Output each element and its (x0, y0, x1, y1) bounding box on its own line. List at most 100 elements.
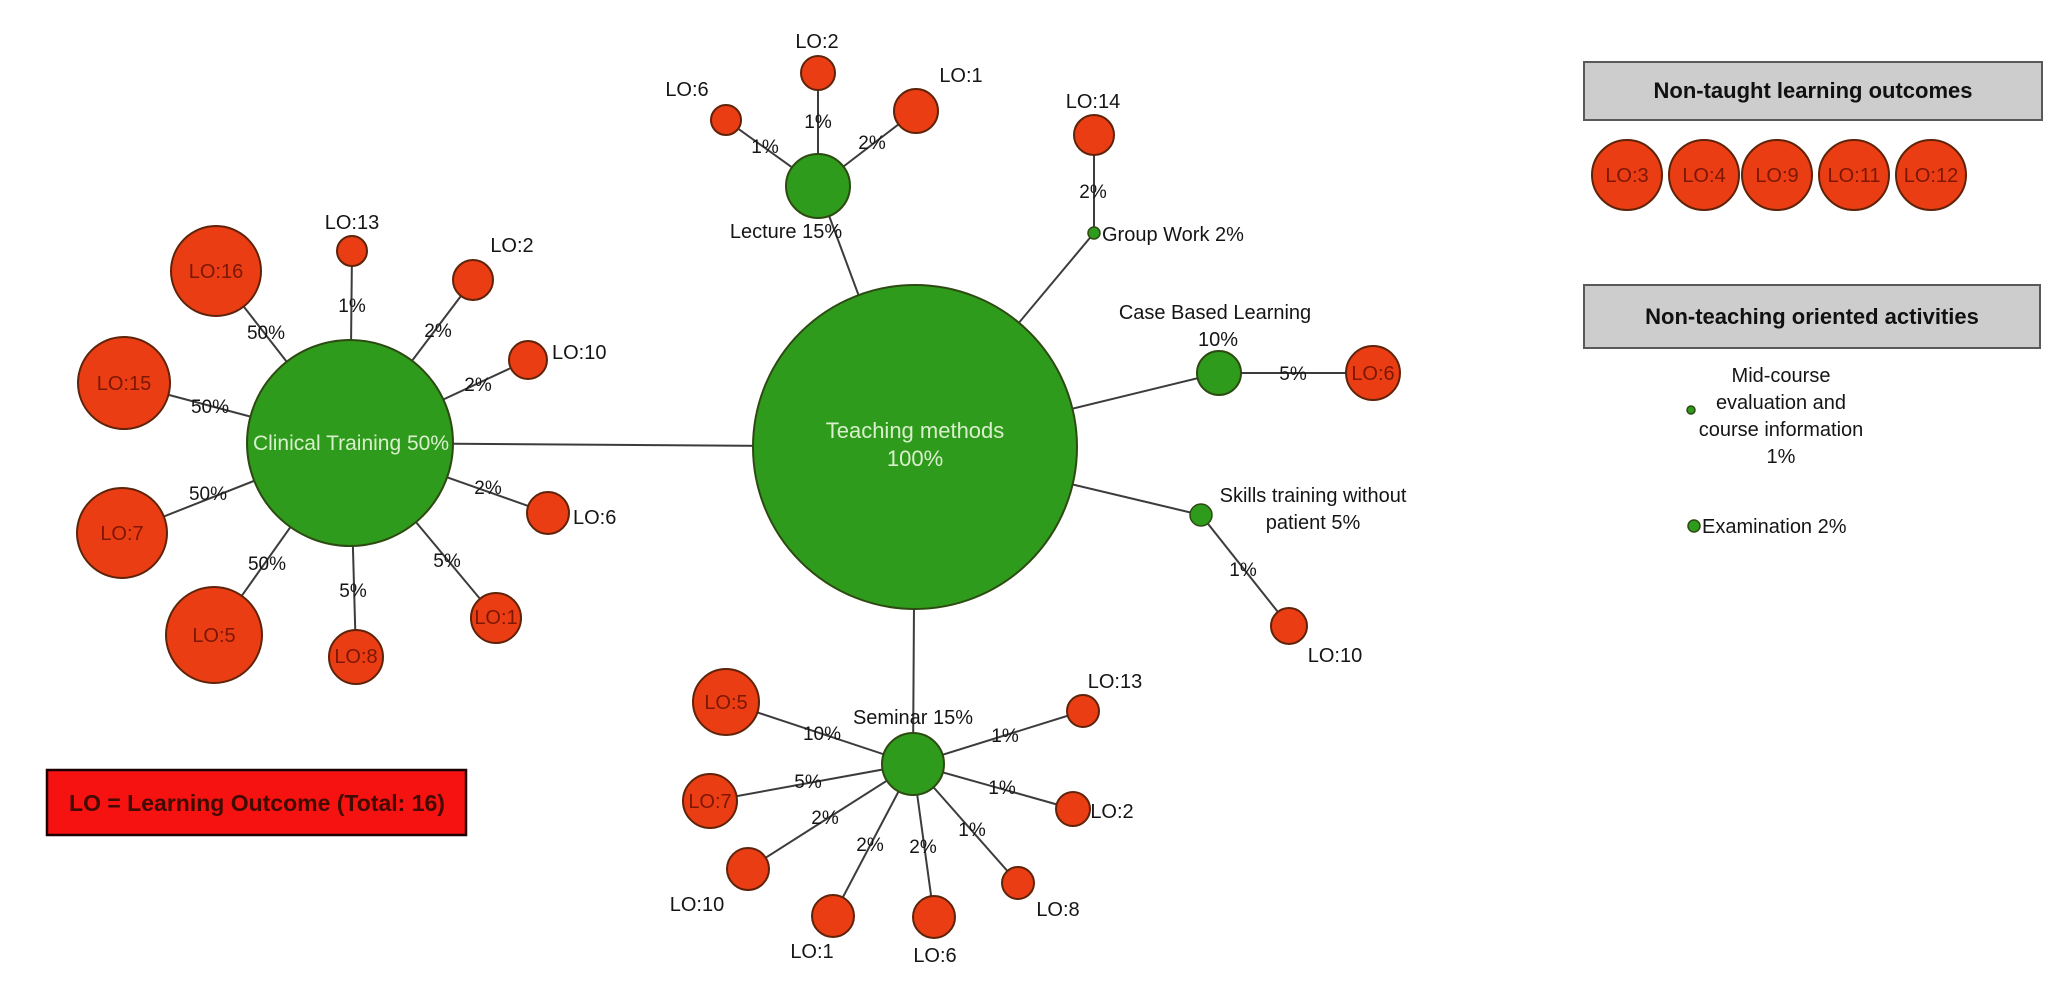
edge-skills-lo10 (1200, 514, 1290, 627)
clinical-training-label: Clinical Training 50% (253, 432, 449, 455)
label-clinical-lo1: LO:1 (474, 607, 517, 629)
node-seminar-lo2 (1055, 791, 1091, 827)
node-clinical-training (246, 339, 454, 547)
non-teaching-header-box (1583, 284, 2041, 349)
label-lecture-lo2: LO:2 (795, 31, 838, 53)
node-labels: Teaching methods 100% Clinical Training … (97, 31, 1958, 967)
node-clinical-lo1 (470, 592, 522, 644)
node-clinical-lo16 (170, 225, 262, 317)
pct-seminar-lo2: 1% (988, 778, 1016, 799)
pct-clinical-lo8: 5% (339, 581, 367, 602)
label-nontaught-lo9: LO:9 (1755, 165, 1798, 187)
label-clinical-lo10: LO:10 (552, 342, 606, 364)
pct-seminar-lo7: 5% (794, 772, 822, 793)
node-clinical-lo5 (165, 586, 263, 684)
case-based-label-line2: 10% (1198, 329, 1238, 351)
label-nontaught-lo4: LO:4 (1682, 165, 1725, 187)
node-seminar-lo1 (811, 894, 855, 938)
legend-label: LO = Learning Outcome (Total: 16) (69, 790, 445, 816)
node-skills-training (1189, 503, 1213, 527)
pct-lecture-lo2: 1% (804, 112, 832, 133)
midcourse-label-line1: Mid-course (1732, 365, 1831, 387)
pct-clinical-lo15: 50% (191, 397, 229, 418)
pct-clinical-lo1: 5% (433, 551, 461, 572)
node-seminar-lo7 (682, 773, 738, 829)
node-seminar-lo8 (1001, 866, 1035, 900)
edge-seminar-lo10 (747, 763, 914, 870)
seminar-label: Seminar 15% (853, 707, 973, 729)
edge-labels: 50% 1% 2% 2% 50% 50% 2% 50% 5% 5% 1% 1% … (189, 112, 1307, 858)
label-clinical-lo7: LO:7 (100, 523, 143, 545)
node-clinical-lo8 (328, 629, 384, 685)
midcourse-label-line4: 1% (1767, 446, 1796, 468)
node-lecture (785, 153, 851, 219)
pct-seminar-lo10: 2% (811, 808, 839, 829)
teaching-methods-label-line1: Teaching methods (826, 418, 1005, 443)
pct-clinical-lo2: 2% (424, 321, 452, 342)
node-midcourse-dot (1686, 405, 1696, 415)
group-work-label: Group Work 2% (1102, 224, 1244, 246)
legend: LO = Learning Outcome (Total: 16) (45, 768, 468, 837)
pct-clinical-lo5: 50% (248, 554, 286, 575)
midcourse-label-line3: course information (1699, 419, 1864, 441)
pct-seminar-lo8: 1% (958, 820, 986, 841)
pct-seminar-lo6: 2% (909, 837, 937, 858)
pct-groupwork-lo14: 2% (1079, 182, 1107, 203)
skills-label-line1: Skills training without (1220, 485, 1407, 507)
node-seminar-lo13 (1066, 694, 1100, 728)
label-clinical-lo16: LO:16 (189, 261, 243, 283)
label-clinical-lo6: LO:6 (573, 507, 616, 529)
pct-casebased-lo6: 5% (1279, 364, 1307, 385)
label-clinical-lo15: LO:15 (97, 373, 151, 395)
lecture-label: Lecture 15% (730, 221, 843, 243)
node-casebased-lo6 (1345, 345, 1401, 401)
label-seminar-lo1: LO:1 (790, 941, 833, 963)
non-teaching-header-label: Non-teaching oriented activities (1645, 304, 1979, 329)
node-nontaught-lo11 (1818, 139, 1890, 211)
node-seminar-lo6 (912, 895, 956, 939)
node-seminar-lo5 (692, 668, 760, 736)
node-nontaught-lo3 (1591, 139, 1663, 211)
pct-lecture-lo1: 2% (858, 133, 886, 154)
label-lecture-lo1: LO:1 (939, 65, 982, 87)
pct-lecture-lo6: 1% (751, 137, 779, 158)
pct-seminar-lo5: 10% (803, 724, 841, 745)
label-casebased-lo6: LO:6 (1351, 363, 1394, 385)
pct-clinical-lo6: 2% (474, 478, 502, 499)
node-clinical-lo7 (76, 487, 168, 579)
pct-seminar-lo13: 1% (991, 726, 1019, 747)
pct-clinical-lo7: 50% (189, 484, 227, 505)
label-clinical-lo5: LO:5 (192, 625, 235, 647)
pct-clinical-lo13: 1% (338, 296, 366, 317)
green-nodes (246, 153, 1701, 796)
label-groupwork-lo14: LO:14 (1066, 91, 1120, 113)
legend-box (45, 768, 468, 837)
pct-clinical-lo10: 2% (464, 375, 492, 396)
node-lecture-lo1 (893, 88, 939, 134)
case-based-label-line1: Case Based Learning (1119, 302, 1311, 324)
non-taught-header-label: Non-taught learning outcomes (1654, 78, 1973, 103)
examination-label: Examination 2% (1702, 516, 1847, 538)
label-clinical-lo8: LO:8 (334, 646, 377, 668)
node-teaching-methods (752, 284, 1078, 610)
label-seminar-lo7: LO:7 (688, 791, 731, 813)
edge-seminar-lo7 (709, 763, 914, 802)
node-group-work (1087, 226, 1101, 240)
node-nontaught-lo12 (1895, 139, 1967, 211)
node-nontaught-lo9 (1741, 139, 1813, 211)
node-lecture-lo6 (710, 104, 742, 136)
label-lecture-lo6: LO:6 (665, 79, 708, 101)
label-clinical-lo2: LO:2 (490, 235, 533, 257)
pct-seminar-lo1: 2% (856, 835, 884, 856)
label-seminar-lo10: LO:10 (670, 894, 724, 916)
node-case-based-learning (1196, 350, 1242, 396)
node-clinical-lo10 (508, 340, 548, 380)
label-nontaught-lo3: LO:3 (1605, 165, 1648, 187)
label-seminar-lo5: LO:5 (704, 692, 747, 714)
node-clinical-lo13 (336, 235, 368, 267)
label-seminar-lo13: LO:13 (1088, 671, 1142, 693)
node-seminar-lo10 (726, 847, 770, 891)
red-nodes (76, 55, 1967, 939)
node-examination-dot (1687, 519, 1701, 533)
